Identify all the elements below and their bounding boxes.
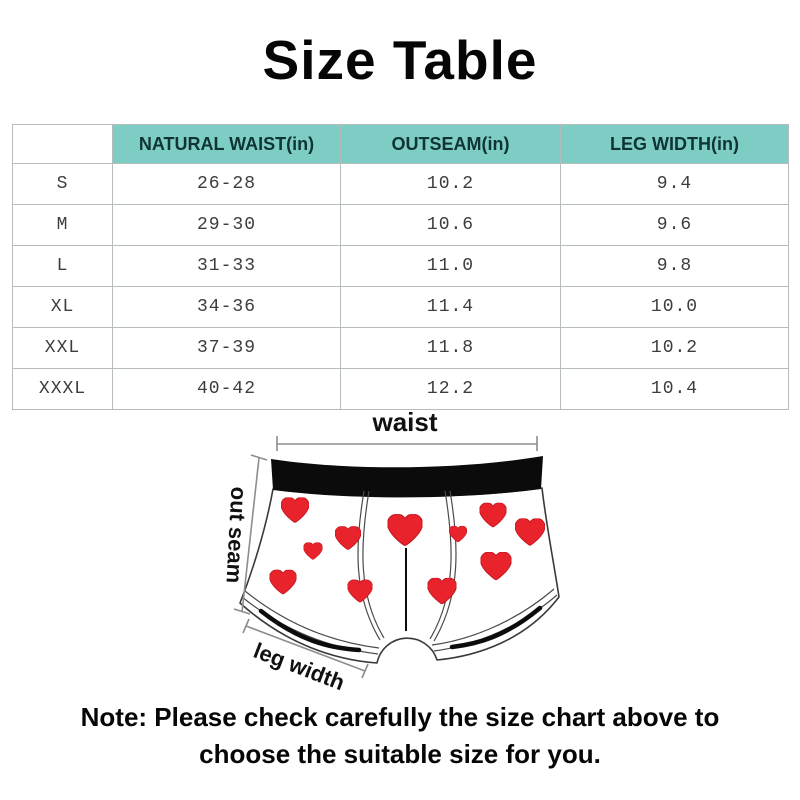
- header-row: NATURAL WAIST(in) OUTSEAM(in) LEG WIDTH(…: [12, 124, 789, 164]
- note-line-2: choose the suitable size for you.: [199, 739, 601, 769]
- note-text: Note: Please check carefully the size ch…: [0, 699, 800, 773]
- size-cell: S: [12, 163, 113, 205]
- size-cell: XXL: [12, 327, 113, 369]
- waist-cell: 26-28: [112, 163, 341, 205]
- waistband: [271, 456, 543, 498]
- front-seams: [357, 490, 457, 642]
- leg-width-cell: 9.4: [560, 163, 789, 205]
- col-header-natural-waist: NATURAL WAIST(in): [112, 124, 341, 164]
- leg-width-cell: 10.2: [560, 327, 789, 369]
- leg-width-cell: 10.0: [560, 286, 789, 328]
- outseam-cell: 10.6: [340, 204, 561, 246]
- leg-opening-curves: [258, 605, 543, 653]
- leg-width-dimension-line: [242, 618, 369, 679]
- col-header-blank: [12, 124, 113, 164]
- outseam-cell: 11.8: [340, 327, 561, 369]
- leg-width-cell: 10.4: [560, 368, 789, 410]
- table-row-l: L 31-33 11.0 9.8: [12, 245, 789, 287]
- size-cell: XXXL: [12, 368, 113, 410]
- leg-width-cell: 9.6: [560, 204, 789, 246]
- size-cell: XL: [12, 286, 113, 328]
- size-cell: L: [12, 245, 113, 287]
- dimension-lines: [233, 436, 538, 679]
- page-title: Size Table: [262, 29, 538, 91]
- leg-width-cell: 9.8: [560, 245, 789, 287]
- waist-cell: 40-42: [112, 368, 341, 410]
- outseam-dimension-line: [233, 454, 268, 615]
- waist-cell: 31-33: [112, 245, 341, 287]
- table-row-xxxl: XXXL 40-42 12.2 10.4: [12, 368, 789, 410]
- waist-dimension-line: [276, 436, 538, 451]
- table-row-xl: XL 34-36 11.4 10.0: [12, 286, 789, 328]
- note-line-1: Note: Please check carefully the size ch…: [80, 702, 720, 732]
- table-row-xxl: XXL 37-39 11.8 10.2: [12, 327, 789, 369]
- size-cell: M: [12, 204, 113, 246]
- size-table-header: NATURAL WAIST(in) OUTSEAM(in) LEG WIDTH(…: [12, 124, 789, 164]
- col-header-leg-width: LEG WIDTH(in): [560, 124, 789, 164]
- outseam-cell: 10.2: [340, 163, 561, 205]
- outseam-cell: 11.0: [340, 245, 561, 287]
- size-table: NATURAL WAIST(in) OUTSEAM(in) LEG WIDTH(…: [12, 124, 789, 410]
- waist-label: waist: [372, 407, 438, 437]
- table-row-s: S 26-28 10.2 9.4: [12, 163, 789, 205]
- size-table-body: S 26-28 10.2 9.4 M 29-30 10.6 9.6 L 31-3…: [12, 163, 789, 410]
- outseam-cell: 12.2: [340, 368, 561, 410]
- waist-cell: 34-36: [112, 286, 341, 328]
